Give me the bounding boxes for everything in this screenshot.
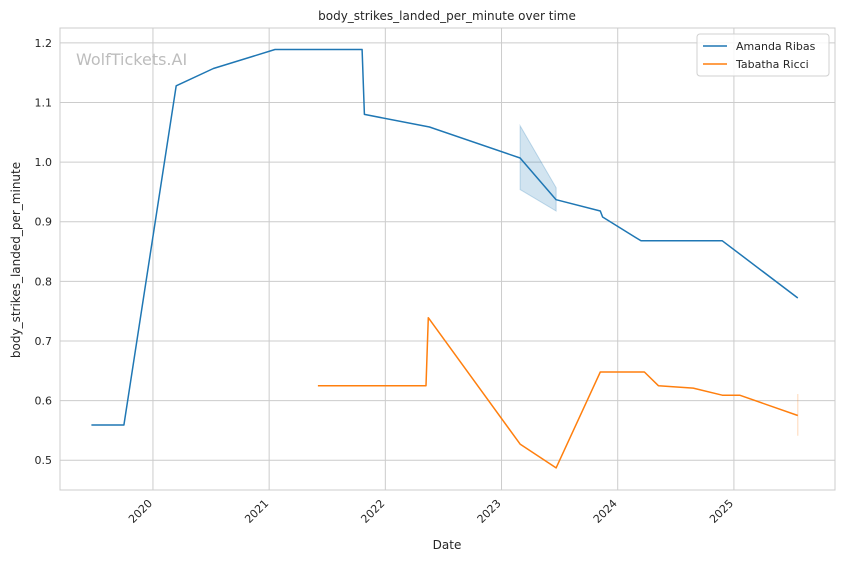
y-tick-label-6: 1.1: [35, 97, 53, 110]
confidence-bands: [519, 123, 799, 436]
series-lines: [91, 48, 799, 469]
x-tick-label-5: 2025: [707, 497, 736, 526]
y-tick-label-4: 0.9: [35, 216, 53, 229]
series-line-amanda-ribas: [91, 48, 799, 426]
y-tick-label-1: 0.6: [35, 395, 53, 408]
watermark-text: WolfTickets.AI: [76, 50, 187, 69]
legend-box: [696, 33, 830, 77]
grid: [60, 28, 835, 490]
y-tick-label-2: 0.7: [35, 335, 53, 348]
y-tick-labels: 0.5 0.6 0.7 0.8 0.9 1.0 1.1 1.2: [35, 37, 53, 467]
legend-label-tabatha-ricci: Tabatha Ricci: [735, 58, 809, 71]
series-line-tabatha-ricci: [317, 316, 799, 469]
x-tick-label-1: 2021: [242, 497, 271, 526]
y-tick-label-7: 1.2: [35, 37, 53, 50]
x-tick-labels: 2020 2021 2022 2023 2024 2025: [126, 497, 736, 526]
x-tick-label-3: 2023: [475, 497, 504, 526]
confidence-band-amanda-ribas: [519, 123, 557, 212]
x-tick-label-0: 2020: [126, 497, 155, 526]
y-tick-label-3: 0.8: [35, 275, 53, 288]
x-tick-label-2: 2022: [358, 497, 387, 526]
y-tick-label-5: 1.0: [35, 156, 53, 169]
chart-title: body_strikes_landed_per_minute over time: [318, 9, 576, 23]
legend: Amanda Ribas Tabatha Ricci: [696, 33, 830, 77]
x-axis-label: Date: [433, 538, 462, 552]
x-tick-label-4: 2024: [591, 497, 620, 526]
legend-label-amanda-ribas: Amanda Ribas: [736, 40, 816, 53]
y-tick-label-0: 0.5: [35, 454, 53, 467]
plot-frame: [59, 27, 836, 491]
y-axis-label: body_strikes_landed_per_minute: [9, 162, 23, 358]
